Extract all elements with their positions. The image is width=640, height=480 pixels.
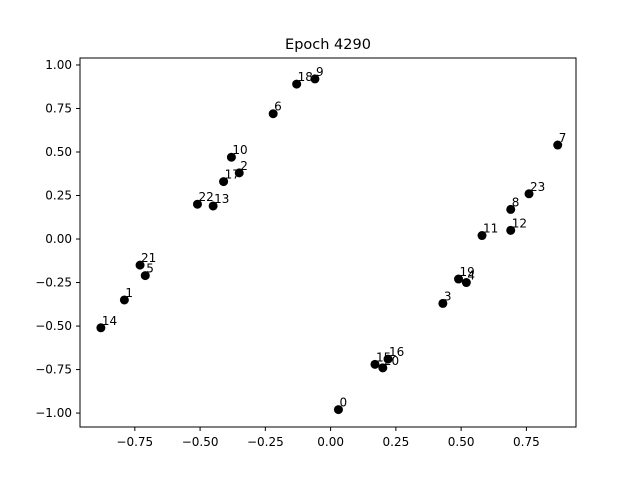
point-label-15: 15	[376, 350, 391, 364]
x-tick-label: −0.25	[247, 435, 284, 449]
data-point-4	[461, 278, 471, 288]
x-tick-label: −0.50	[182, 435, 219, 449]
data-point-12	[506, 225, 516, 235]
data-point-16	[383, 354, 393, 364]
data-point-9	[310, 74, 320, 84]
data-point-1	[119, 295, 129, 305]
y-tick-label: −1.00	[35, 406, 72, 420]
point-label-13: 13	[214, 192, 229, 206]
data-point-0	[333, 405, 343, 415]
point-label-17: 17	[225, 168, 240, 182]
x-tick-label: −0.75	[116, 435, 153, 449]
x-tick-label: 0.50	[448, 435, 475, 449]
data-point-6	[268, 109, 278, 119]
y-tick-label: −0.50	[35, 319, 72, 333]
data-point-17	[219, 177, 229, 187]
x-axis: −0.75 −0.50 −0.25 0.00 0.25 0.50 0.75	[116, 427, 540, 449]
data-point-10	[226, 152, 236, 162]
point-label-23: 23	[530, 180, 545, 194]
y-tick-label: 0.25	[45, 189, 72, 203]
point-label-7: 7	[559, 131, 567, 145]
y-tick-label: −0.25	[35, 276, 72, 290]
chart-title: Epoch 4290	[285, 37, 371, 53]
data-point-5	[140, 271, 150, 281]
data-point-13	[208, 201, 218, 211]
data-point-23	[524, 189, 534, 199]
point-label-9: 9	[316, 65, 324, 79]
point-label-20: 20	[384, 354, 399, 368]
data-point-18	[292, 79, 302, 89]
point-label-3: 3	[444, 289, 452, 303]
data-point-22	[192, 199, 202, 209]
data-point-21	[135, 260, 145, 270]
y-tick-label: −0.75	[35, 363, 72, 377]
point-label-2: 2	[240, 159, 248, 173]
point-label-6: 6	[274, 100, 282, 114]
y-axis: −1.00 −0.75 −0.50 −0.25 0.00 0.25 0.50 0.75 1.00	[35, 58, 80, 420]
data-point-19	[454, 274, 464, 284]
data-point-3	[438, 298, 448, 308]
point-label-4: 4	[467, 269, 475, 283]
data-point-8	[506, 204, 516, 214]
data-point-15	[370, 359, 380, 369]
point-label-16: 16	[389, 345, 404, 359]
point-label-8: 8	[512, 195, 520, 209]
y-tick-label: 0.50	[45, 145, 72, 159]
point-label-11: 11	[483, 222, 498, 236]
x-tick-label: 0.25	[383, 435, 410, 449]
point-label-0: 0	[339, 396, 347, 410]
x-tick-label: 0.75	[513, 435, 540, 449]
point-label-12: 12	[512, 216, 527, 230]
data-point-14	[96, 323, 106, 333]
point-label-5: 5	[146, 262, 154, 276]
y-tick-label: 0.75	[45, 101, 72, 115]
data-point-20	[378, 363, 388, 373]
y-tick-label: 0.00	[45, 232, 72, 246]
data-point-11	[477, 231, 487, 241]
point-label-10: 10	[232, 143, 247, 157]
point-label-22: 22	[198, 190, 213, 204]
point-label-21: 21	[141, 251, 156, 265]
data-point-7	[553, 140, 563, 150]
point-label-14: 14	[102, 314, 117, 328]
data-point-2	[234, 168, 244, 178]
data-points	[96, 74, 563, 415]
point-label-1: 1	[125, 286, 133, 300]
x-tick-label: 0.00	[317, 435, 344, 449]
point-label-19: 19	[460, 265, 475, 279]
point-label-18: 18	[298, 70, 313, 84]
plot-frame	[79, 57, 577, 428]
y-tick-label: 1.00	[45, 58, 72, 72]
